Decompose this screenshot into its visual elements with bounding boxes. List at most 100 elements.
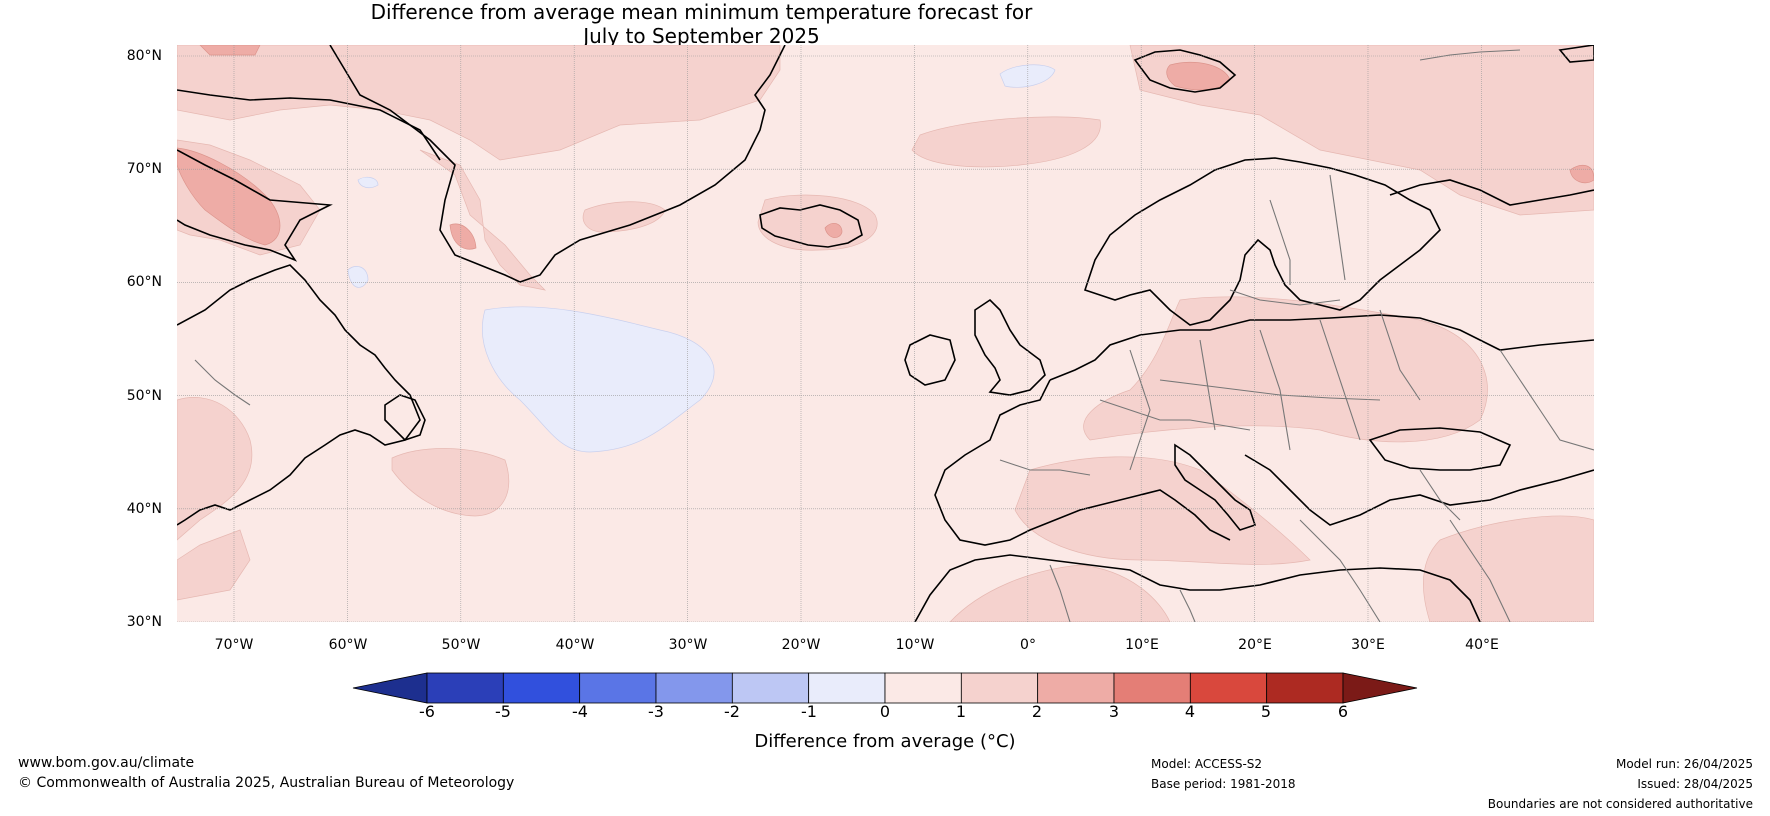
colorbar-swatch: [426, 672, 504, 704]
coastline-british-isles: [974, 298, 1046, 396]
colorbar-swatch: [884, 672, 962, 704]
footer-model-run: Model run: 26/04/2025: [1615, 757, 1753, 771]
lon-label: 30°W: [668, 637, 708, 653]
lat-label: 50°N: [126, 388, 162, 404]
graticule: [177, 45, 1594, 622]
border-segment: [1419, 469, 1461, 521]
border-segment: [194, 359, 251, 406]
anomaly-region-cool-baffin: [357, 176, 379, 189]
footer-website: www.bom.gov.au/climate: [18, 755, 195, 771]
colorbar-swatch: [808, 672, 886, 704]
anomaly-region-us-southeast: [177, 529, 251, 601]
border-segment: [1179, 589, 1196, 622]
footer-issued: Issued: 28/04/2025: [1637, 777, 1753, 791]
title-line-2: July to September 2025: [583, 24, 820, 48]
anomaly-region-barents: [1129, 45, 1594, 216]
colorbar-swatch: [960, 672, 1039, 704]
lon-label: 10°W: [895, 637, 935, 653]
footer-copyright: © Commonwealth of Australia 2025, Austra…: [18, 775, 515, 791]
anomaly-region-mediterranean: [1014, 456, 1311, 565]
coastline-svalbard: [1133, 49, 1237, 93]
coastline-scandinavia: [1083, 157, 1441, 326]
border-segment: [1329, 174, 1346, 281]
anomaly-region-greenland-north: [177, 45, 781, 161]
lat-label: 70°N: [126, 161, 162, 177]
colorbar-tick-label: 4: [1184, 702, 1196, 721]
lon-label: 60°W: [328, 637, 368, 653]
colorbar-tick-label: 0: [879, 702, 891, 721]
coastline-balkans-turkey: [1244, 454, 1594, 526]
anomaly-region-baffin-warm: [177, 147, 281, 246]
coastline-novaya-zemlya: [1558, 45, 1594, 63]
colorbar-swatch: [1189, 672, 1268, 704]
border-segment: [1049, 564, 1071, 622]
anomaly-region-us-east: [177, 397, 253, 541]
coastline-russia-north: [1389, 179, 1594, 206]
chart-title: Difference from average mean minimum tem…: [0, 0, 1403, 48]
anomaly-region-kola-warm: [1569, 164, 1594, 184]
lat-label: 80°N: [126, 48, 162, 64]
coastline-europe-west: [1049, 314, 1594, 381]
colorbar-extension-low: [352, 672, 428, 704]
anomaly-region-east-greenland: [419, 149, 547, 291]
anomaly-shading: [177, 45, 1594, 622]
coastline-ireland: [904, 334, 956, 386]
border-segment: [1419, 49, 1521, 61]
border-segment: [1319, 319, 1361, 441]
colorbar-tick-label: -2: [724, 702, 740, 721]
lon-label: 40°W: [555, 637, 595, 653]
footer-base-period: Base period: 1981-2018: [1151, 777, 1296, 791]
border-segment: [1199, 339, 1216, 431]
border-segment: [1499, 349, 1594, 451]
border-segment: [1299, 519, 1381, 622]
colorbar-tick-label: 5: [1260, 702, 1272, 721]
colorbar-swatch: [1113, 672, 1191, 704]
country-borders: [194, 49, 1594, 622]
colorbar-tick-label: 3: [1108, 702, 1120, 721]
colorbar-swatch: [579, 672, 657, 704]
colorbar-tick-label: -1: [801, 702, 817, 721]
colorbar-swatch: [1266, 672, 1344, 704]
anomaly-region-north-africa: [949, 564, 1171, 622]
lon-label: 0°: [1020, 637, 1036, 653]
coastline-iceland: [759, 204, 863, 248]
border-segment: [1229, 289, 1341, 306]
colorbar-label: Difference from average (°C): [754, 731, 1016, 752]
footer-disclaimer: Boundaries are not considered authoritat…: [1487, 797, 1753, 811]
colorbar-tick-label: 2: [1031, 702, 1043, 721]
lon-label: 20°E: [1238, 637, 1272, 653]
anomaly-region-norwegian-sea: [911, 116, 1101, 168]
anomaly-region-iceland-warm: [824, 223, 843, 238]
border-segment: [1159, 379, 1381, 401]
anomaly-region-greenland-nw-warm: [199, 45, 261, 56]
anomaly-region-cool-greenland-sea: [999, 64, 1056, 88]
coastline-greenland: [329, 45, 786, 283]
border-segment: [1449, 519, 1511, 622]
colorbar-swatch: [502, 672, 581, 704]
border-segment: [1269, 199, 1291, 285]
colorbar-tick-label: -4: [572, 702, 588, 721]
coastline-newfoundland: [384, 394, 426, 441]
lon-label: 50°W: [441, 637, 481, 653]
anomaly-region-cool-atlantic: [482, 306, 715, 453]
coastline-canada-north: [177, 89, 441, 161]
coastline-baffin-island: [177, 149, 333, 262]
anomaly-region-greenland-se-warm: [449, 223, 477, 250]
lat-label: 60°N: [126, 274, 162, 290]
lat-label: 40°N: [126, 501, 162, 517]
coastline-labrador: [177, 264, 421, 526]
border-segment: [999, 459, 1091, 476]
anomaly-region-labrador-sea: [582, 201, 666, 233]
border-segment: [1379, 309, 1421, 401]
border-segment: [1129, 349, 1151, 471]
footer-model: Model: ACCESS-S2: [1151, 757, 1263, 771]
coastline-italy: [1174, 443, 1257, 531]
title-line-1: Difference from average mean minimum tem…: [370, 0, 1033, 24]
anomaly-region-north-atlantic: [391, 448, 509, 517]
lon-label: 30°E: [1351, 637, 1385, 653]
colorbar-tick-label: -5: [495, 702, 511, 721]
lon-label: 10°E: [1125, 637, 1159, 653]
colorbar-swatch: [731, 672, 810, 704]
lon-label: 70°W: [214, 637, 254, 653]
